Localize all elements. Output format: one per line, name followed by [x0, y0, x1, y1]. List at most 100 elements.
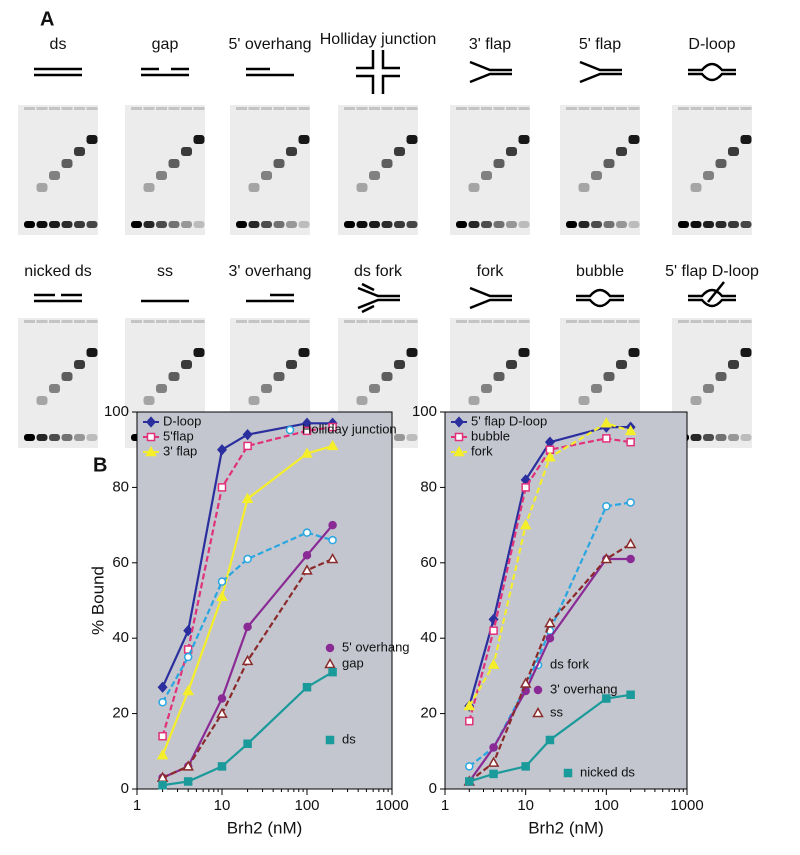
marker — [602, 694, 611, 703]
free-band — [518, 221, 530, 228]
free-band — [468, 221, 480, 228]
free-band — [193, 221, 205, 228]
well — [603, 107, 615, 110]
gel-label: ds fork — [354, 263, 403, 280]
legend-marker — [325, 643, 335, 653]
shifted-band — [356, 396, 368, 405]
dna-schematic — [141, 67, 189, 77]
marker — [487, 756, 500, 767]
shifted-band — [506, 147, 517, 156]
marker — [217, 483, 227, 492]
x-axis-label: Brh2 (nM) — [528, 818, 604, 837]
well — [518, 107, 530, 110]
well — [61, 320, 73, 323]
well — [369, 107, 380, 110]
legend-label: ss — [550, 704, 564, 719]
y-tick-label: 100 — [412, 403, 437, 420]
x-tick-label: 1 — [133, 797, 141, 814]
gel — [338, 105, 418, 235]
well — [591, 107, 602, 110]
marker — [325, 735, 335, 745]
marker — [626, 690, 635, 699]
shifted-band — [468, 396, 480, 405]
well — [566, 320, 577, 323]
shifted-band — [578, 396, 590, 405]
marker — [217, 577, 227, 586]
well — [248, 107, 260, 110]
free-band — [131, 221, 142, 228]
shifted-band — [616, 147, 627, 156]
marker — [217, 694, 227, 703]
well — [248, 320, 260, 323]
fork-icon — [579, 60, 622, 84]
shifted-band — [740, 135, 752, 144]
free-band — [261, 221, 272, 228]
marker — [301, 447, 313, 458]
free-band — [566, 221, 577, 228]
shifted-band — [406, 135, 418, 144]
legend-label: 5' overhang — [342, 639, 410, 654]
shifted-band — [628, 135, 640, 144]
y-axis-label: % Bound — [88, 566, 107, 635]
free-band — [628, 221, 640, 228]
free-band — [578, 221, 590, 228]
x-tick-label: 1000 — [670, 797, 703, 814]
gel-label: 3' overhang — [228, 263, 311, 280]
fork-icon — [357, 282, 400, 314]
free-band — [74, 221, 85, 228]
marker — [183, 777, 193, 786]
marker — [302, 682, 312, 692]
free-band — [181, 221, 192, 228]
marker — [602, 434, 611, 443]
y-tick-label: 60 — [112, 554, 129, 571]
gel-label: 5' flap D-loop — [665, 263, 759, 280]
shifted-band — [690, 396, 702, 405]
y-tick-label: 20 — [420, 705, 437, 722]
free-band — [248, 221, 260, 228]
panel-label: B — [93, 454, 107, 476]
well — [678, 107, 689, 110]
marker — [243, 622, 252, 632]
shifted-band — [49, 384, 60, 393]
free-band — [298, 221, 310, 228]
free-band — [168, 221, 180, 228]
junction-icon — [356, 50, 400, 94]
shifted-band — [381, 372, 393, 381]
free-band — [728, 434, 739, 441]
free-band — [86, 221, 98, 228]
dna-schematic — [688, 281, 736, 308]
marker — [465, 777, 474, 786]
marker — [453, 445, 465, 457]
shifted-band — [603, 159, 615, 168]
well — [715, 107, 727, 110]
loop-icon — [688, 62, 736, 82]
legend-marker — [453, 416, 465, 428]
well — [49, 107, 60, 110]
shifted-band — [298, 348, 310, 357]
shifted-band — [406, 348, 418, 357]
x-tick-label: 1000 — [375, 797, 408, 814]
panel-label: A — [40, 8, 54, 30]
marker — [626, 437, 635, 447]
marker — [519, 677, 532, 688]
marker — [216, 590, 228, 601]
series — [465, 434, 635, 726]
shifted-band — [298, 135, 310, 144]
gel-label: bubble — [576, 263, 624, 280]
well — [356, 320, 368, 323]
shifted-band — [49, 171, 60, 180]
shifted-band — [193, 135, 205, 144]
free-band — [369, 221, 380, 228]
marker — [183, 652, 193, 662]
well — [591, 320, 602, 323]
free-band — [506, 221, 517, 228]
well — [181, 320, 192, 323]
series — [156, 439, 339, 760]
well — [286, 320, 297, 323]
shifted-band — [394, 360, 405, 369]
shifted-band — [603, 372, 615, 381]
well — [616, 320, 627, 323]
free-band — [603, 221, 615, 228]
